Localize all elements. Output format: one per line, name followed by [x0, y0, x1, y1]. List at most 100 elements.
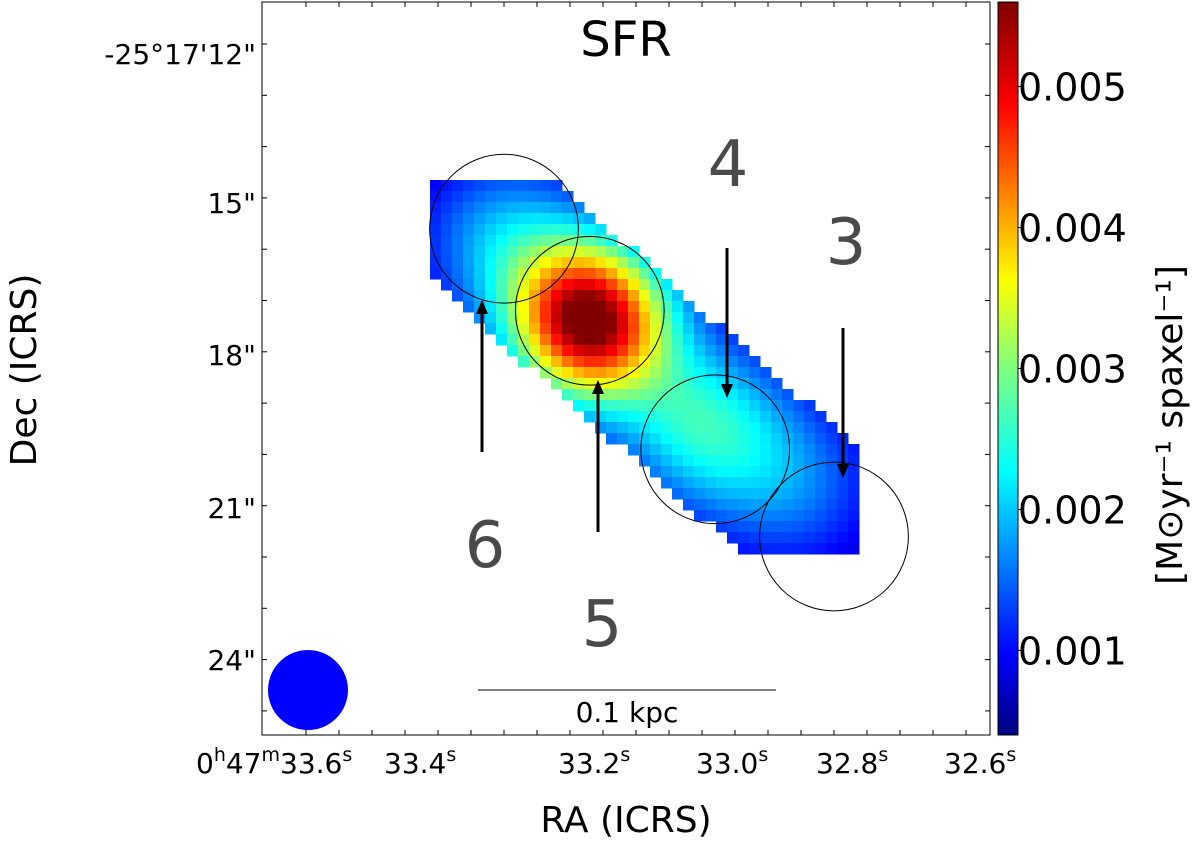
heatmap-cell: [617, 246, 629, 258]
heatmap-cell: [562, 290, 574, 302]
heatmap-cell: [694, 378, 706, 390]
heatmap-cell: [507, 290, 519, 302]
heatmap-cell: [716, 521, 728, 533]
heatmap-cell: [760, 477, 772, 489]
heatmap-cell: [848, 532, 860, 544]
heatmap-cell: [661, 301, 673, 313]
heatmap-cell: [705, 488, 717, 500]
heatmap-cell: [848, 488, 860, 500]
heatmap-cell: [430, 224, 442, 236]
heatmap-cell: [749, 356, 761, 368]
heatmap-cell: [617, 345, 629, 357]
heatmap-cell: [694, 389, 706, 401]
heatmap-cell: [617, 378, 629, 390]
chart-title: SFR: [580, 12, 671, 68]
heatmap-cell: [529, 279, 541, 291]
heatmap-cell: [595, 235, 607, 247]
heatmap-cell: [782, 510, 794, 522]
heatmap-cell: [826, 543, 838, 555]
heatmap-cell: [518, 323, 530, 335]
heatmap-cell: [716, 323, 728, 335]
heatmap-cell: [848, 510, 860, 522]
heatmap-cell: [705, 323, 717, 335]
heatmap-cell: [771, 499, 783, 511]
heatmap-cell: [804, 543, 816, 555]
heatmap-cell: [848, 466, 860, 478]
heatmap-cell: [628, 411, 640, 423]
heatmap-cell: [683, 422, 695, 434]
heatmap-cell: [551, 213, 563, 225]
heatmap-cell: [628, 378, 640, 390]
heatmap-cell: [606, 422, 618, 434]
heatmap-cell: [760, 499, 772, 511]
heatmap-cell: [782, 389, 794, 401]
heatmap-cell: [617, 268, 629, 280]
heatmap-cell: [518, 290, 530, 302]
colorbar-ticks: 0.001 0.002 0.003 0.004 0.005: [1018, 66, 1127, 673]
heatmap-cell: [650, 268, 662, 280]
heatmap-cell: [606, 334, 618, 346]
heatmap-cell: [485, 290, 497, 302]
heatmap-cell: [650, 389, 662, 401]
heatmap-cell: [749, 367, 761, 379]
heatmap-cell: [760, 543, 772, 555]
heatmap-cell: [639, 279, 651, 291]
y-tick-label: 24": [207, 644, 256, 677]
heatmap-cell: [650, 400, 662, 412]
heatmap-cell: [694, 411, 706, 423]
heatmap-cell: [804, 466, 816, 478]
heatmap-cell: [617, 323, 629, 335]
heatmap-cell: [573, 279, 585, 291]
heatmap-cell: [661, 477, 673, 489]
heatmap-cell: [639, 334, 651, 346]
heatmap-cell: [672, 345, 684, 357]
region-circles: [429, 153, 909, 612]
heatmap-cell: [507, 257, 519, 269]
heatmap-cell: [793, 499, 805, 511]
heatmap-cell: [584, 389, 596, 401]
heatmap-cell: [782, 543, 794, 555]
heatmap-cell: [540, 213, 552, 225]
heatmap-cell: [452, 279, 464, 291]
heatmap-cell: [694, 510, 706, 522]
heatmap-cell: [463, 202, 475, 214]
heatmap-cell: [672, 444, 684, 456]
region-circle-3: [759, 461, 909, 612]
heatmap-cell: [573, 356, 585, 368]
heatmap-cell: [562, 312, 574, 324]
heatmap-cell: [848, 444, 860, 456]
heatmap-cell: [463, 180, 475, 192]
heatmap-cell: [639, 345, 651, 357]
heatmap-cell: [584, 312, 596, 324]
heatmap-cell: [749, 389, 761, 401]
heatmap-cell: [452, 235, 464, 247]
colorbar-tick-label: 0.003: [1018, 348, 1127, 392]
heatmap-cell: [672, 334, 684, 346]
heatmap-cell: [617, 400, 629, 412]
x-axis-label: RA (ICRS): [540, 800, 711, 841]
heatmap-cell: [837, 532, 849, 544]
region-label-3: 3: [826, 206, 867, 280]
heatmap-cell: [595, 389, 607, 401]
heatmap-cell: [430, 191, 442, 203]
heatmap-cell: [672, 411, 684, 423]
colorbar-gradient: [998, 2, 1018, 735]
heatmap-cell: [606, 235, 618, 247]
heatmap-cell: [452, 180, 464, 192]
heatmap-cell: [529, 334, 541, 346]
heatmap-cell: [540, 202, 552, 214]
heatmap-cell: [727, 334, 739, 346]
heatmap-cell: [529, 345, 541, 357]
heatmap-cell: [716, 488, 728, 500]
heatmap-cell: [595, 224, 607, 236]
heatmap-cell: [584, 301, 596, 313]
heatmap-cell: [837, 521, 849, 533]
heatmap-cell: [727, 389, 739, 401]
heatmap-cell: [760, 367, 772, 379]
heatmap-cell: [683, 345, 695, 357]
heatmap-cell: [562, 301, 574, 313]
heatmap-cell: [606, 312, 618, 324]
heatmap-cell: [716, 411, 728, 423]
heatmap-cell: [628, 312, 640, 324]
heatmap-cell: [617, 279, 629, 291]
